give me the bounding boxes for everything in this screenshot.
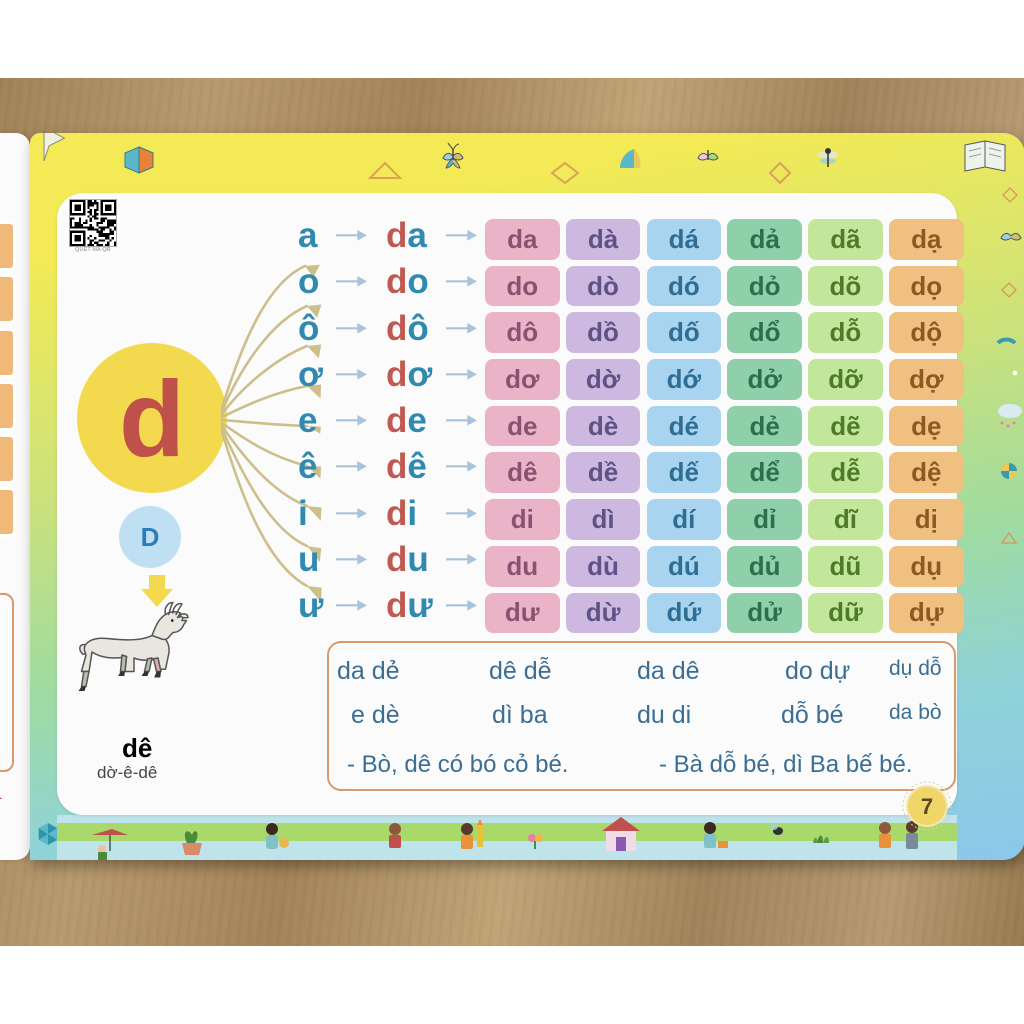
- svg-text:7: 7: [921, 794, 933, 819]
